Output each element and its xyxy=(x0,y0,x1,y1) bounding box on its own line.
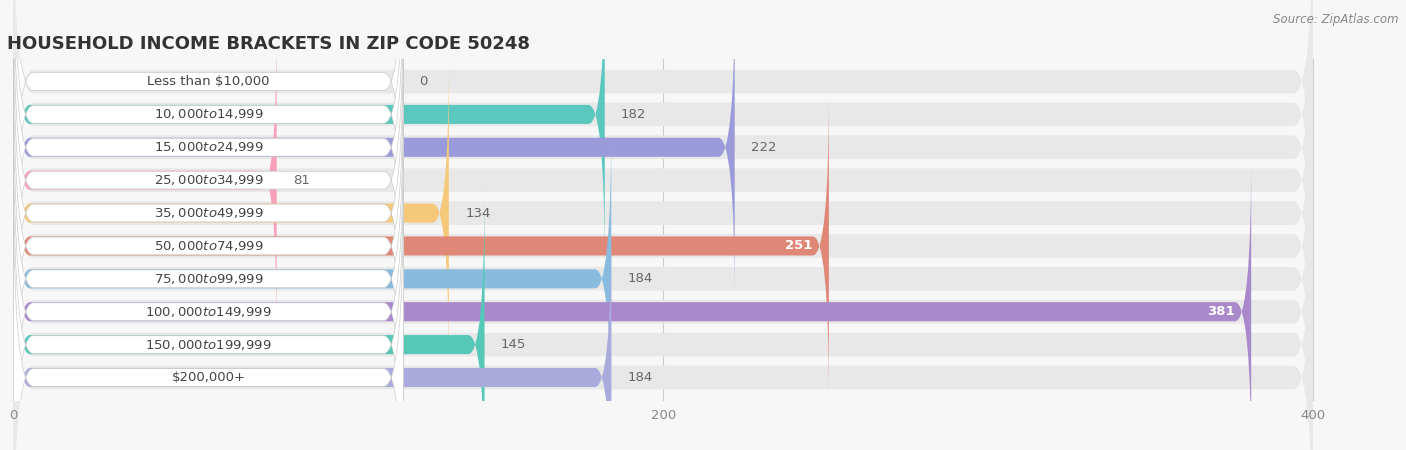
FancyBboxPatch shape xyxy=(14,0,404,336)
Text: $200,000+: $200,000+ xyxy=(172,371,246,384)
Text: $25,000 to $34,999: $25,000 to $34,999 xyxy=(153,173,263,187)
Text: $35,000 to $49,999: $35,000 to $49,999 xyxy=(153,206,263,220)
Text: HOUSEHOLD INCOME BRACKETS IN ZIP CODE 50248: HOUSEHOLD INCOME BRACKETS IN ZIP CODE 50… xyxy=(7,35,530,53)
FancyBboxPatch shape xyxy=(14,123,404,450)
FancyBboxPatch shape xyxy=(14,159,1313,450)
Text: 81: 81 xyxy=(292,174,309,187)
FancyBboxPatch shape xyxy=(14,93,1313,450)
Text: 184: 184 xyxy=(627,272,652,285)
Text: $10,000 to $14,999: $10,000 to $14,999 xyxy=(153,108,263,122)
FancyBboxPatch shape xyxy=(14,0,404,303)
FancyBboxPatch shape xyxy=(14,0,1313,300)
FancyBboxPatch shape xyxy=(14,124,612,434)
Text: $150,000 to $199,999: $150,000 to $199,999 xyxy=(145,338,271,351)
Text: 381: 381 xyxy=(1208,305,1234,318)
FancyBboxPatch shape xyxy=(14,157,1251,450)
Text: $100,000 to $149,999: $100,000 to $149,999 xyxy=(145,305,271,319)
FancyBboxPatch shape xyxy=(14,0,1313,333)
Text: $50,000 to $74,999: $50,000 to $74,999 xyxy=(153,239,263,253)
FancyBboxPatch shape xyxy=(14,0,605,269)
Text: 251: 251 xyxy=(786,239,813,252)
Text: $75,000 to $99,999: $75,000 to $99,999 xyxy=(153,272,263,286)
Text: $15,000 to $24,999: $15,000 to $24,999 xyxy=(153,140,263,154)
FancyBboxPatch shape xyxy=(14,58,449,368)
FancyBboxPatch shape xyxy=(14,27,1313,399)
Text: 0: 0 xyxy=(419,75,427,88)
Text: Source: ZipAtlas.com: Source: ZipAtlas.com xyxy=(1274,14,1399,27)
FancyBboxPatch shape xyxy=(14,0,404,270)
Text: 134: 134 xyxy=(465,207,491,220)
Text: 184: 184 xyxy=(627,371,652,384)
FancyBboxPatch shape xyxy=(14,58,404,434)
Text: 222: 222 xyxy=(751,141,776,154)
FancyBboxPatch shape xyxy=(14,0,1313,267)
FancyBboxPatch shape xyxy=(14,60,1313,432)
Text: Less than $10,000: Less than $10,000 xyxy=(148,75,270,88)
FancyBboxPatch shape xyxy=(14,156,404,450)
Text: 145: 145 xyxy=(501,338,526,351)
FancyBboxPatch shape xyxy=(14,0,1313,366)
Text: 182: 182 xyxy=(621,108,647,121)
FancyBboxPatch shape xyxy=(14,0,735,302)
FancyBboxPatch shape xyxy=(14,126,1313,450)
FancyBboxPatch shape xyxy=(14,0,404,369)
FancyBboxPatch shape xyxy=(14,91,830,401)
FancyBboxPatch shape xyxy=(14,223,612,450)
FancyBboxPatch shape xyxy=(14,190,485,450)
FancyBboxPatch shape xyxy=(14,25,404,401)
FancyBboxPatch shape xyxy=(14,90,404,450)
FancyBboxPatch shape xyxy=(14,25,277,335)
FancyBboxPatch shape xyxy=(14,189,404,450)
FancyBboxPatch shape xyxy=(14,192,1313,450)
